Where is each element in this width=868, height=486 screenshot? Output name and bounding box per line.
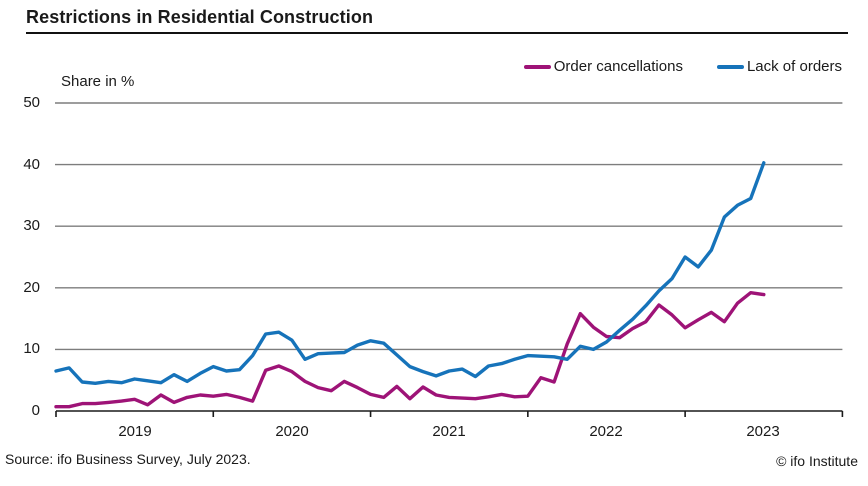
y-axis-unit-label: Share in % (61, 73, 135, 90)
x-tick-label: 2019 (118, 423, 152, 440)
legend-swatch-lack-of-orders (716, 64, 744, 69)
x-tick-label: 2023 (746, 423, 780, 440)
y-tick-label: 0 (31, 402, 40, 419)
x-tick-label: 2021 (432, 423, 466, 440)
legend-swatch-order-cancellations (523, 64, 551, 69)
y-tick-label: 40 (23, 156, 40, 173)
legend-item-lack-of-orders: Lack of orders (716, 58, 842, 75)
y-tick-label: 20 (23, 279, 40, 296)
legend-label: Order cancellations (553, 58, 683, 75)
source-note: Source: ifo Business Survey, July 2023. (5, 451, 251, 467)
page-title: Restrictions in Residential Construction (26, 7, 374, 27)
chart-legend: Order cancellations Lack of orders (523, 58, 842, 75)
copyright-note: © ifo Institute (776, 453, 858, 469)
title-divider (26, 32, 848, 34)
series-line-lack-of-orders (54, 161, 766, 385)
y-tick-label: 50 (23, 94, 40, 111)
y-tick-label: 10 (23, 340, 40, 357)
x-tick-label: 2022 (589, 423, 623, 440)
x-tick-label: 2020 (275, 423, 309, 440)
legend-item-order-cancellations: Order cancellations (523, 58, 683, 75)
legend-label: Lack of orders (746, 58, 842, 75)
series-line-order-cancellations (54, 291, 766, 409)
y-tick-label: 30 (23, 217, 40, 234)
